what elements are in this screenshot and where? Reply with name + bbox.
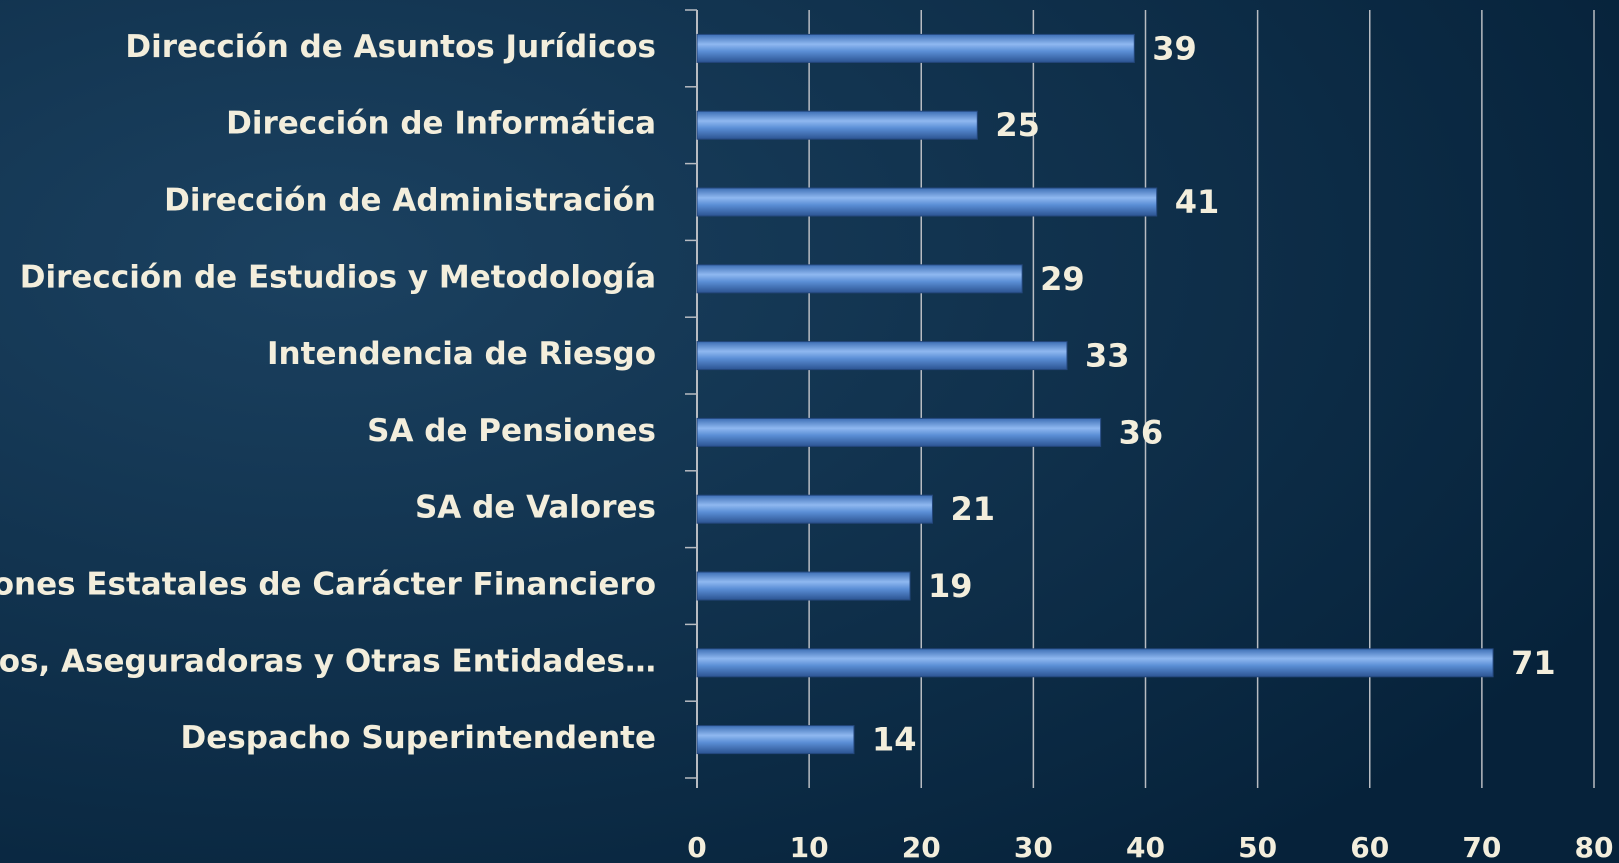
y-tick-label: Dirección de Administración bbox=[164, 183, 656, 219]
bar bbox=[696, 264, 1023, 294]
bar bbox=[696, 494, 933, 524]
bar bbox=[696, 33, 1135, 63]
x-tick-label: 60 bbox=[1350, 831, 1389, 863]
x-tick-label: 0 bbox=[687, 831, 706, 863]
bar bbox=[696, 571, 911, 601]
value-label: 39 bbox=[1152, 29, 1197, 67]
value-label: 71 bbox=[1511, 644, 1556, 682]
x-tick-label: 30 bbox=[1014, 831, 1053, 863]
value-label: 21 bbox=[950, 490, 995, 528]
x-tick-label: 10 bbox=[790, 831, 829, 863]
bar bbox=[696, 648, 1494, 678]
bar bbox=[696, 110, 978, 140]
bar bbox=[696, 341, 1068, 371]
bar bbox=[696, 725, 855, 755]
value-label: 14 bbox=[872, 721, 917, 759]
value-label: 29 bbox=[1040, 260, 1085, 298]
x-tick-label: 50 bbox=[1238, 831, 1277, 863]
value-label: 36 bbox=[1119, 413, 1164, 451]
y-tick-label: Dirección de Informática bbox=[226, 106, 656, 142]
value-label: 33 bbox=[1085, 337, 1130, 375]
bar bbox=[696, 187, 1158, 217]
bar bbox=[696, 417, 1102, 447]
x-tick-label: 40 bbox=[1126, 831, 1165, 863]
value-label: 25 bbox=[995, 106, 1040, 144]
y-tick-label: Dirección de Asuntos Jurídicos bbox=[125, 29, 656, 65]
y-tick-label: Despacho Superintendente bbox=[181, 720, 657, 756]
y-tick-label: Intendencia de Riesgo bbox=[267, 336, 656, 372]
value-label: 41 bbox=[1175, 183, 1220, 221]
x-tick-label: 70 bbox=[1462, 831, 1501, 863]
y-tick-label: ncos, Aseguradoras y Otras Entidades… bbox=[0, 643, 656, 679]
y-tick-label: SA de Pensiones bbox=[367, 413, 656, 449]
y-tick-label: SA de Valores bbox=[415, 490, 656, 526]
x-tick-label: 80 bbox=[1575, 831, 1614, 863]
x-tick-label: 20 bbox=[902, 831, 941, 863]
y-tick-label: Dirección de Estudios y Metodología bbox=[20, 259, 656, 295]
y-tick-label: ones Estatales de Carácter Financiero bbox=[0, 567, 656, 603]
value-label: 19 bbox=[928, 567, 973, 605]
